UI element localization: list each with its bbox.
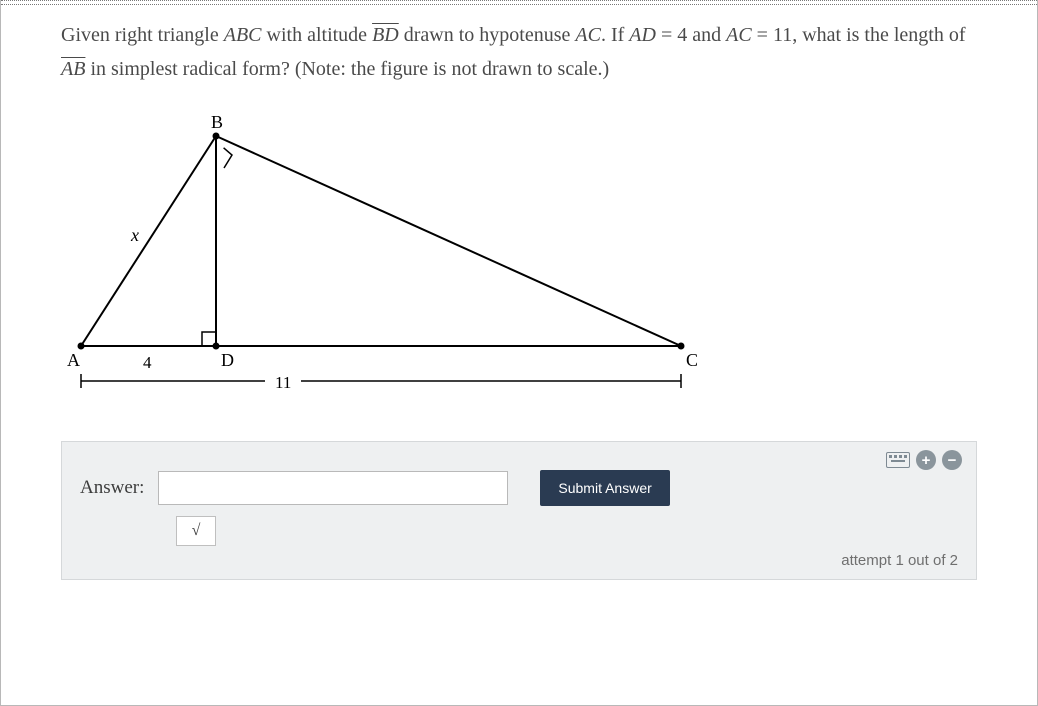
sqrt-icon: √ — [192, 522, 201, 540]
label-a: A — [67, 350, 80, 370]
problem-page: Given right triangle ABC with altitude B… — [0, 0, 1038, 706]
zoom-out-button[interactable]: − — [942, 450, 962, 470]
answer-label: Answer: — [80, 477, 144, 499]
q-hypotenuse: AC — [575, 24, 601, 46]
label-ac: 11 — [275, 373, 291, 392]
q-eq: = 4 — [656, 24, 687, 46]
q-var-ac: AC — [726, 24, 752, 46]
q-part: , what is the length of — [792, 24, 965, 46]
q-part: and — [687, 24, 726, 46]
q-triangle: ABC — [224, 24, 262, 46]
answer-box: + − Answer: Submit Answer √ attempt 1 ou… — [61, 441, 977, 580]
attempt-counter: attempt 1 out of 2 — [80, 552, 958, 569]
sqrt-button[interactable]: √ — [176, 516, 216, 546]
answer-row: Answer: Submit Answer — [80, 470, 958, 506]
answer-toolbar: + − — [886, 450, 962, 470]
q-part: Given right triangle — [61, 24, 224, 46]
top-border-decoration — [1, 0, 1037, 5]
q-var-ad: AD — [629, 24, 656, 46]
label-x: x — [130, 225, 139, 245]
submit-answer-button[interactable]: Submit Answer — [540, 470, 669, 506]
figure-svg: A B D C x 4 11 — [61, 116, 701, 416]
answer-input[interactable] — [158, 471, 508, 505]
label-c: C — [686, 350, 698, 370]
q-part: in simplest radical form? (Note: the fig… — [85, 58, 609, 80]
triangle-figure: A B D C x 4 11 — [61, 116, 977, 421]
content-area: Given right triangle ABC with altitude B… — [1, 0, 1037, 580]
q-part: drawn to hypotenuse — [399, 24, 576, 46]
q-segment-bd: BD — [372, 24, 399, 46]
zoom-in-button[interactable]: + — [916, 450, 936, 470]
q-part: with altitude — [262, 24, 373, 46]
q-part: . If — [601, 24, 629, 46]
question-text: Given right triangle ABC with altitude B… — [61, 18, 977, 86]
label-b: B — [211, 116, 223, 132]
keyboard-icon[interactable] — [886, 452, 910, 468]
q-eq: = 11 — [752, 24, 793, 46]
label-d: D — [221, 350, 234, 370]
label-ad: 4 — [143, 353, 152, 372]
q-segment-ab: AB — [61, 58, 85, 80]
